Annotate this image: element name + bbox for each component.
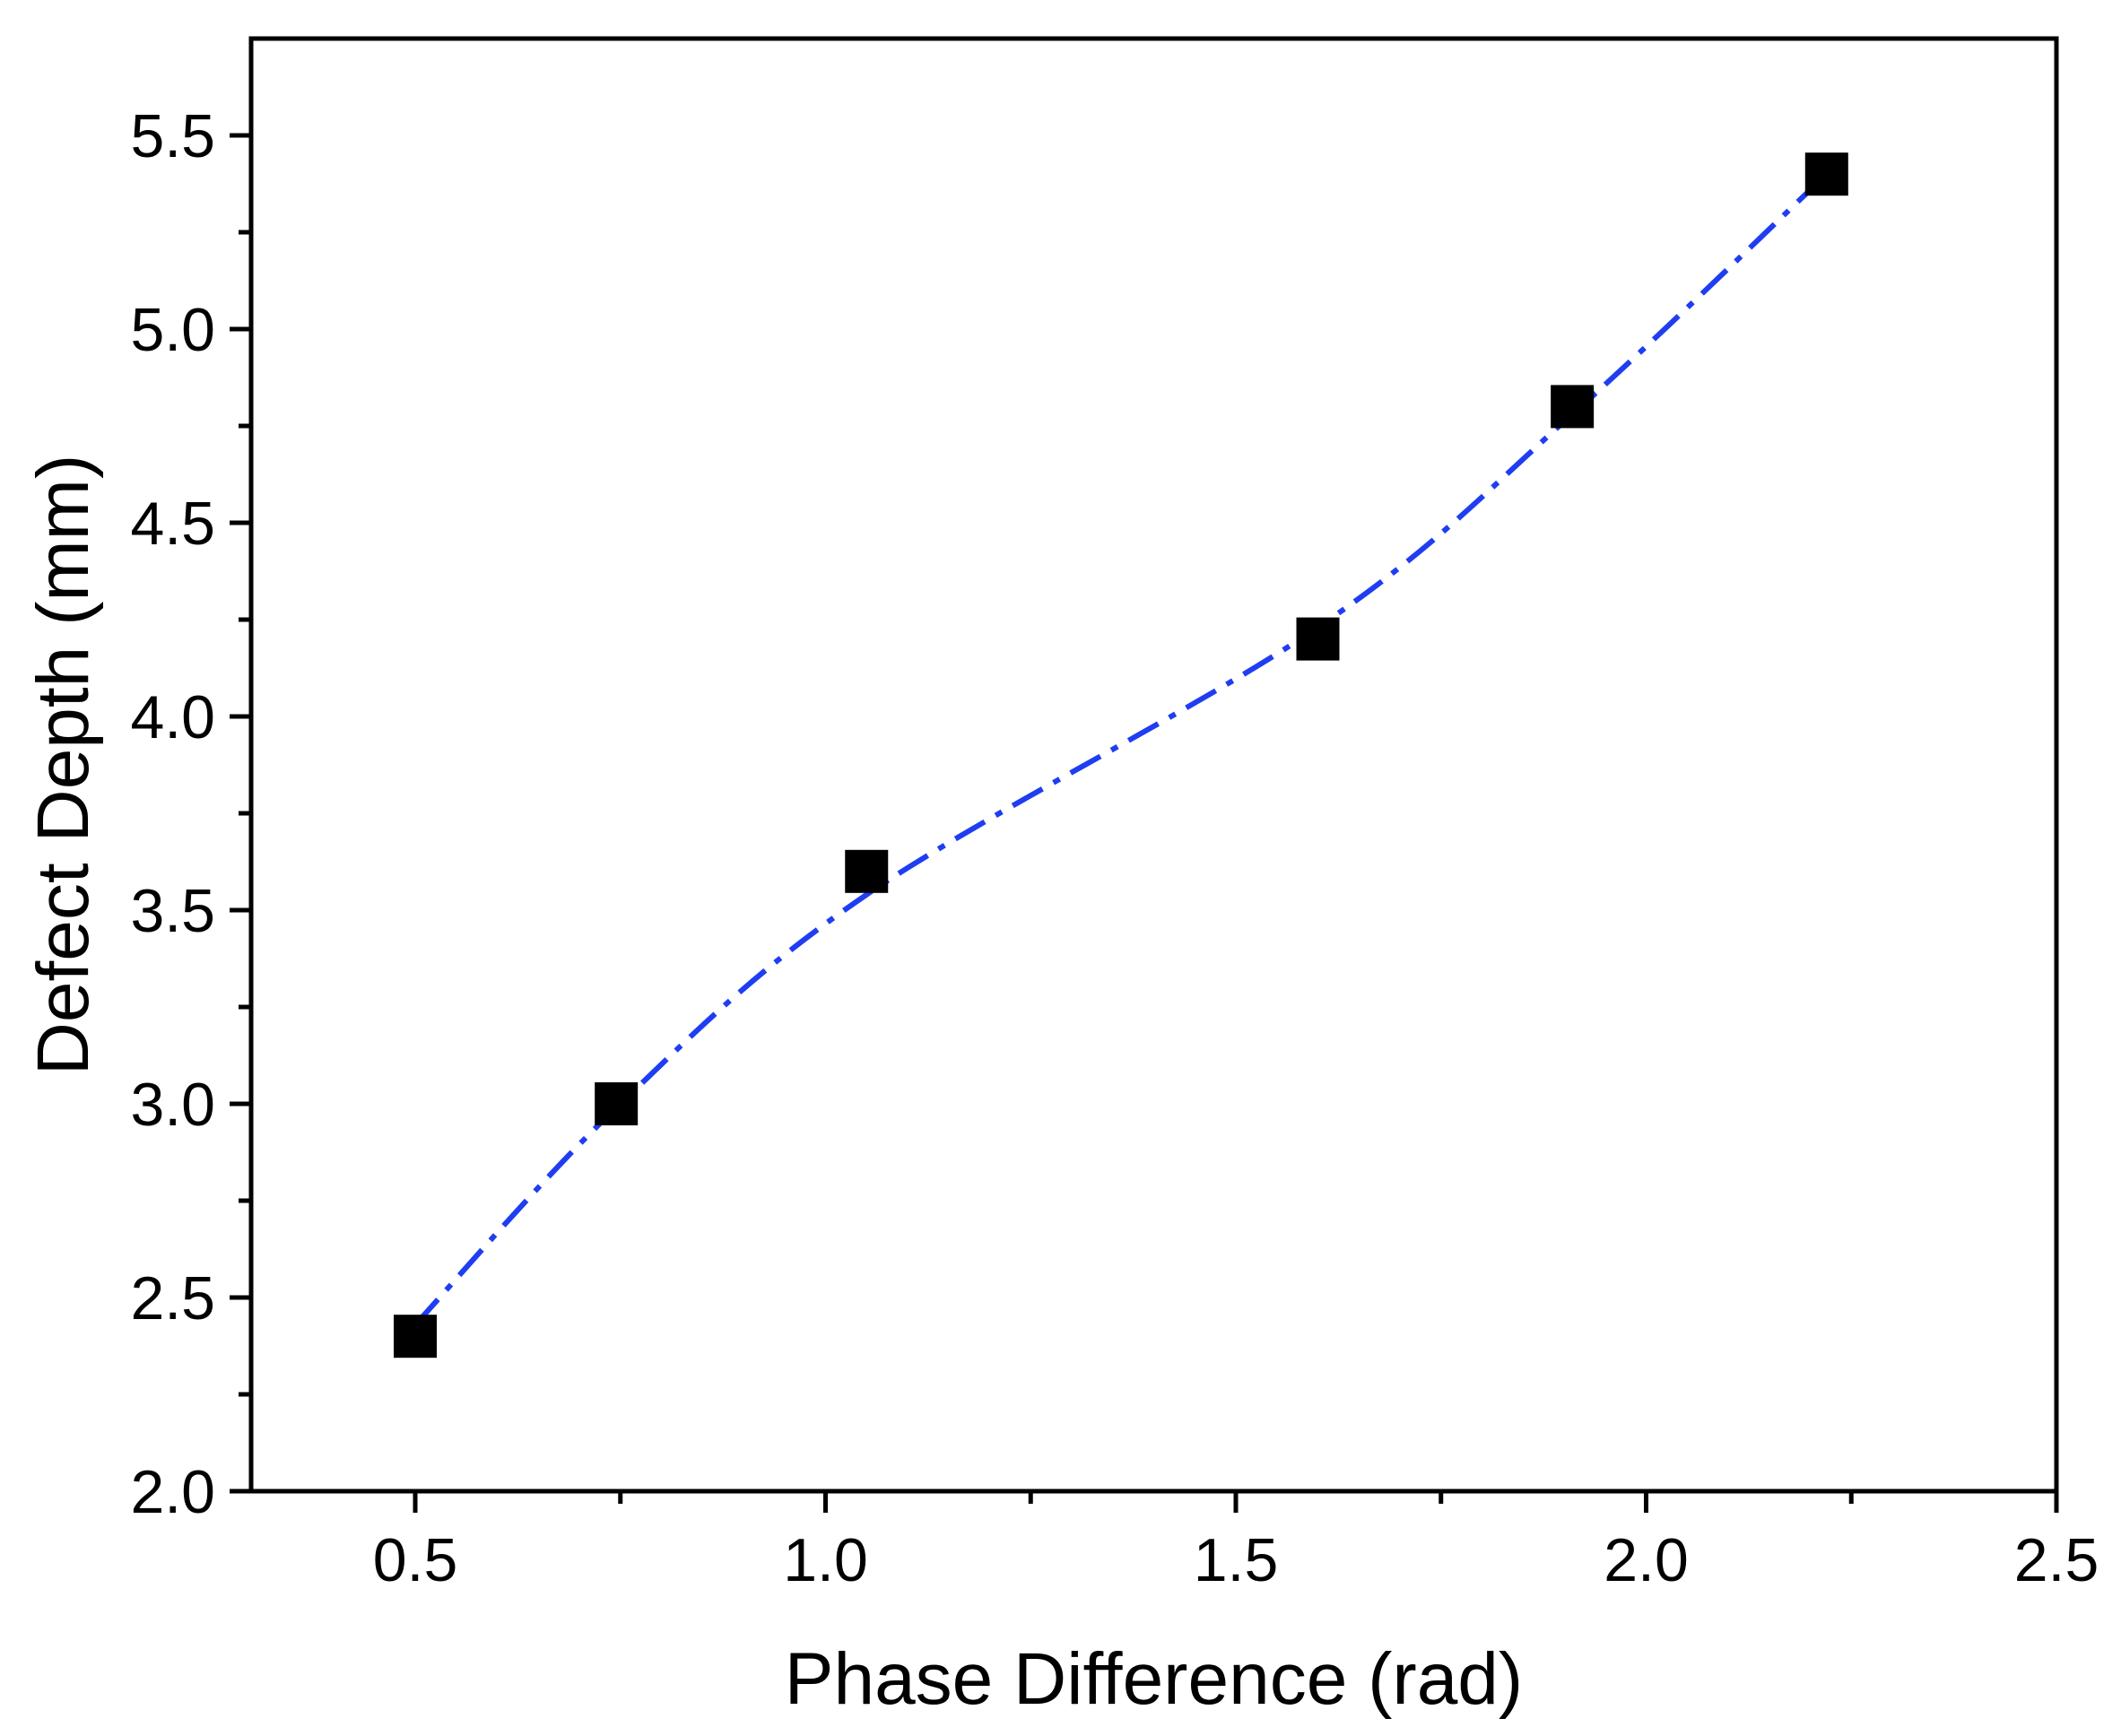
x-tick-label: 1.0 — [783, 1526, 868, 1594]
y-tick-label: 2.0 — [130, 1458, 215, 1526]
y-tick-label: 4.0 — [130, 683, 215, 751]
data-point — [1551, 385, 1595, 429]
data-point — [595, 1082, 639, 1125]
y-tick-label: 4.5 — [130, 490, 215, 558]
x-tick-label: 1.5 — [1194, 1526, 1279, 1594]
x-tick-label: 2.0 — [1604, 1526, 1689, 1594]
y-tick-label: 3.0 — [130, 1071, 215, 1139]
tick-labels-layer: 0.5 1.0 1.5 2.0 2.5 2.0 2.5 3.0 3.5 4.0 4.5 5.0 5.5 — [130, 102, 2099, 1594]
y-tick-label: 5.0 — [130, 296, 215, 364]
data-point — [394, 1315, 437, 1358]
data-points-layer — [394, 152, 1848, 1358]
y-axis-title: Defect Depth (mm) — [22, 455, 104, 1076]
y-tick-label: 3.5 — [130, 877, 215, 945]
x-axis-title: Phase Difference (rad) — [785, 1638, 1523, 1720]
fit-line-layer — [413, 172, 1829, 1327]
y-tick-label: 2.5 — [130, 1264, 215, 1332]
data-point — [845, 849, 889, 893]
x-tick-label: 0.5 — [373, 1526, 458, 1594]
data-point — [1296, 617, 1340, 661]
plot-frame — [248, 36, 2059, 1494]
fit-line — [413, 172, 1829, 1327]
ticks-layer — [230, 133, 2059, 1513]
x-tick-label: 2.5 — [2014, 1526, 2099, 1594]
y-tick-label: 5.5 — [130, 102, 215, 170]
data-point — [1804, 152, 1848, 196]
